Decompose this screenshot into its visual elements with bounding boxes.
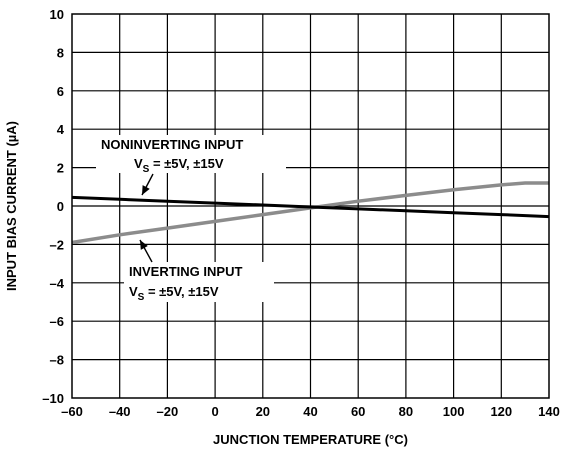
- y-tick-label: –8: [50, 353, 64, 368]
- x-axis-title: JUNCTION TEMPERATURE (°C): [213, 432, 408, 447]
- noninverting-annotation: NONINVERTING INPUT VS = ±5V, ±15V: [96, 135, 286, 196]
- x-tick-label: 80: [399, 404, 413, 419]
- inverting-vs-sub: S: [138, 292, 145, 303]
- noninverting-label: NONINVERTING INPUT: [101, 137, 243, 152]
- y-tick-label: 8: [57, 45, 64, 60]
- noninverting-arrow: [141, 173, 154, 196]
- x-tick-label: 140: [538, 404, 560, 419]
- inverting-series-line: [71, 181, 549, 245]
- y-tick-label: 6: [57, 84, 64, 99]
- x-tick-label: –40: [109, 404, 131, 419]
- y-tick-label: 10: [50, 7, 64, 22]
- inverting-vs-main: V: [129, 284, 138, 299]
- inverting-arrow: [139, 239, 153, 263]
- y-tick-label: 0: [57, 199, 64, 214]
- x-tick-label: 60: [351, 404, 365, 419]
- y-tick-label: –4: [50, 276, 65, 291]
- inverting-vs-rest: = ±5V, ±15V: [144, 284, 218, 299]
- x-tick-label: 20: [256, 404, 270, 419]
- x-tick-label: 0: [211, 404, 218, 419]
- noninverting-label-bg: [96, 135, 286, 173]
- y-tick-label: –2: [50, 237, 64, 252]
- series-lines: [71, 181, 550, 245]
- x-tick-label: 120: [490, 404, 512, 419]
- y-tick-label: –10: [42, 391, 64, 406]
- noninverting-vs-main: V: [134, 156, 143, 171]
- arrow-head: [140, 240, 148, 250]
- noninverting-vs-rest: = ±5V, ±15V: [149, 156, 223, 171]
- x-tick-label: 40: [303, 404, 317, 419]
- y-tick-label: 4: [57, 122, 65, 137]
- x-tick-label: 100: [443, 404, 465, 419]
- noninverting-vs-sub: S: [143, 164, 150, 175]
- y-tick-label: 2: [57, 161, 64, 176]
- inverting-supply-label: VS = ±5V, ±15V: [129, 284, 219, 303]
- plot-frame: [71, 13, 550, 399]
- inverting-annotation: INVERTING INPUT VS = ±5V, ±15V: [124, 239, 274, 303]
- x-tick-label: –20: [157, 404, 179, 419]
- arrow-head: [142, 185, 150, 195]
- inverting-label-bg: [124, 262, 274, 302]
- y-tick-labels: –10 –8 –6 –4 –2 0 2 4 6 8 10: [42, 7, 64, 406]
- y-tick-label: –6: [50, 314, 64, 329]
- x-tick-label: –60: [61, 404, 83, 419]
- x-tick-labels: –60 –40 –20 0 20 40 60 80 100 120 140: [61, 404, 560, 419]
- noninverting-series-line: [71, 195, 550, 219]
- noninverting-supply-label: VS = ±5V, ±15V: [134, 156, 224, 175]
- inverting-label: INVERTING INPUT: [129, 264, 242, 279]
- y-axis-title: INPUT BIAS CURRENT (µA): [4, 121, 19, 291]
